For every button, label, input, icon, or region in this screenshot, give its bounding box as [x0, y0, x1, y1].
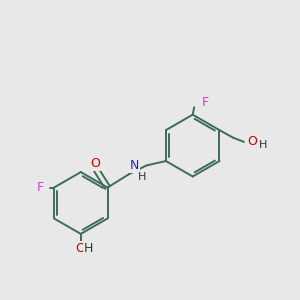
Text: O: O	[75, 242, 85, 254]
Text: O: O	[248, 135, 258, 148]
Text: H: H	[138, 172, 147, 182]
Text: O: O	[90, 157, 100, 170]
Text: H: H	[259, 140, 268, 150]
Text: F: F	[37, 181, 44, 194]
Text: N: N	[129, 159, 139, 172]
Text: F: F	[202, 96, 209, 110]
Text: H: H	[84, 242, 93, 254]
